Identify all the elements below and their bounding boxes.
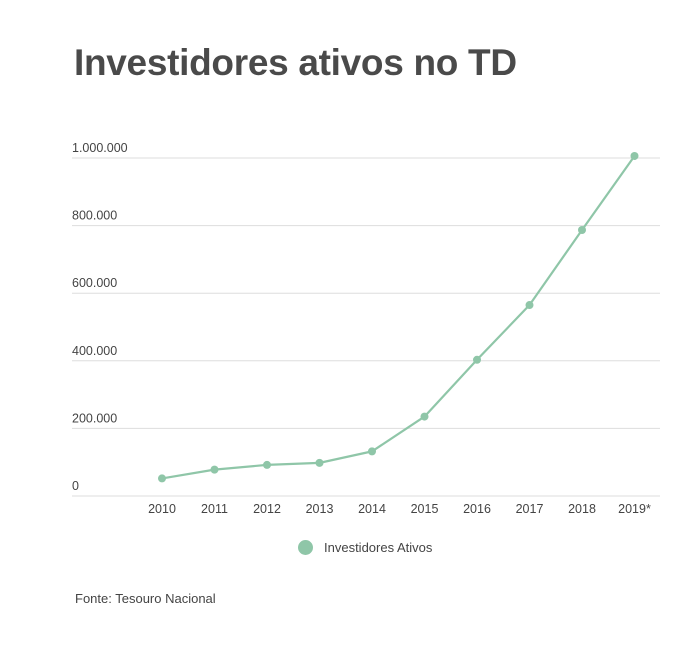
data-point	[158, 474, 166, 483]
x-tick-label: 2015	[411, 502, 439, 516]
data-point	[630, 151, 639, 160]
x-axis-ticks: 2010 2011 2012 2013 2014 2015 2016 2017 2018 2019…	[148, 502, 651, 516]
gridlines	[72, 157, 660, 497]
x-tick-label: 2016	[463, 502, 491, 516]
legend-label: Investidores Ativos	[324, 540, 433, 555]
data-point	[473, 355, 481, 364]
x-tick-label: 2018	[568, 502, 596, 516]
data-point	[578, 225, 586, 234]
y-tick-label: 0	[72, 479, 79, 493]
series-investidores-ativos	[158, 151, 639, 483]
chart-title: Investidores ativos no TD	[74, 42, 517, 83]
y-axis-ticks: 0 200.000 400.000 600.000 800.000 1.000.000	[72, 141, 128, 493]
data-point	[420, 412, 429, 421]
x-tick-label: 2014	[358, 502, 386, 516]
x-tick-label: 2013	[306, 502, 334, 516]
y-tick-label: 800.000	[72, 209, 117, 223]
y-tick-label: 400.000	[72, 344, 117, 358]
data-point	[263, 460, 271, 469]
legend: Investidores Ativos	[298, 540, 432, 555]
x-tick-label: 2012	[253, 502, 281, 516]
legend-swatch	[298, 540, 313, 555]
data-point	[525, 301, 534, 310]
y-tick-label: 600.000	[72, 276, 117, 290]
x-tick-label: 2011	[201, 502, 228, 516]
x-tick-label: 2019*	[618, 502, 651, 516]
series-line	[161, 155, 636, 480]
y-tick-label: 1.000.000	[72, 141, 128, 155]
data-point	[210, 465, 219, 474]
source-note: Fonte: Tesouro Nacional	[75, 591, 216, 606]
x-tick-label: 2017	[516, 502, 544, 516]
y-tick-label: 200.000	[72, 411, 117, 425]
data-point	[315, 458, 324, 467]
x-tick-label: 2010	[148, 502, 176, 516]
data-point	[368, 447, 376, 456]
